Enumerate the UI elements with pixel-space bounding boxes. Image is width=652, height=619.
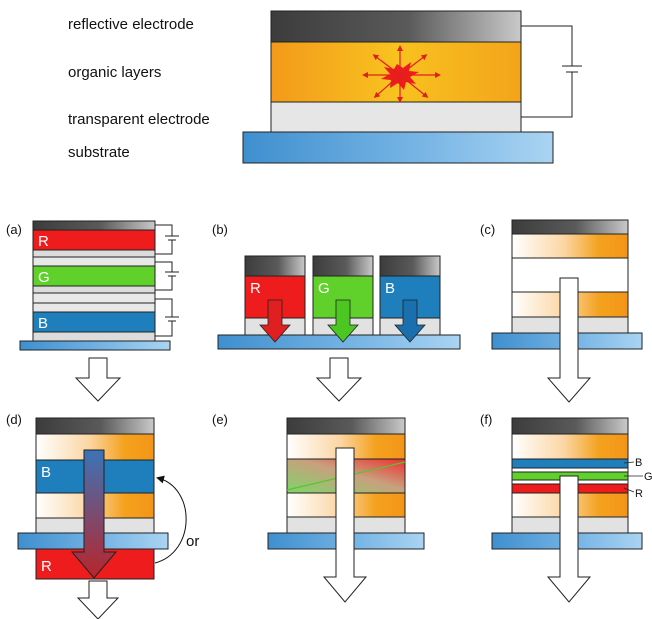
panel-d-letter-r: R bbox=[41, 558, 52, 575]
panel-d-output-arrow-icon bbox=[76, 580, 120, 619]
panel-a-letter-r: R bbox=[38, 233, 49, 250]
panel-a-stack bbox=[19, 220, 171, 351]
panel-e-emission-arrow-icon bbox=[322, 447, 368, 603]
panel-label-f: (f) bbox=[480, 412, 492, 427]
emission-burst-icon bbox=[362, 45, 441, 103]
label-substrate: substrate bbox=[68, 144, 130, 161]
panel-b-letter-b: B bbox=[385, 280, 395, 297]
panel-d-or-label: or bbox=[186, 533, 199, 550]
panel-label-c: (c) bbox=[480, 222, 495, 237]
transition-arrow-a-icon bbox=[74, 357, 122, 402]
panel-c-emission-arrow-icon bbox=[546, 277, 592, 403]
panel-f-label-r: R bbox=[635, 488, 643, 500]
panel-a-letter-b: B bbox=[38, 315, 48, 332]
label-transparent-electrode: transparent electrode bbox=[68, 111, 210, 128]
panel-b-letter-g: G bbox=[318, 280, 330, 297]
panel-b-letter-r: R bbox=[250, 280, 261, 297]
panel-label-a: (a) bbox=[6, 222, 22, 237]
panel-a-batteries-icon bbox=[155, 224, 179, 337]
panel-d-emission-arrow-icon bbox=[70, 449, 118, 579]
panel-c-stack bbox=[491, 219, 643, 350]
panel-label-d: (d) bbox=[6, 412, 22, 427]
panel-b-stacks bbox=[217, 255, 461, 350]
panel-f-emission-arrow-icon bbox=[546, 475, 592, 603]
panel-f-label-b: B bbox=[635, 457, 642, 469]
top-transparent-electrode bbox=[270, 101, 522, 133]
panel-a-letter-g: G bbox=[38, 269, 50, 286]
panel-label-b: (b) bbox=[212, 222, 228, 237]
label-reflective-electrode: reflective electrode bbox=[68, 16, 194, 33]
transition-arrow-b-icon bbox=[315, 357, 363, 402]
battery-circuit-icon bbox=[521, 25, 582, 118]
panel-d-letter-b: B bbox=[41, 464, 51, 481]
panel-label-e: (e) bbox=[212, 412, 228, 427]
label-organic-layers: organic layers bbox=[68, 64, 161, 81]
panel-f-label-g: G bbox=[644, 471, 652, 483]
top-reflective-electrode bbox=[270, 10, 522, 43]
panel-d-curved-arrow-icon bbox=[154, 475, 187, 564]
panel-b-emission-arrows-icon bbox=[259, 299, 426, 343]
panel-f-callout-lines bbox=[623, 461, 643, 493]
top-substrate bbox=[242, 131, 554, 164]
